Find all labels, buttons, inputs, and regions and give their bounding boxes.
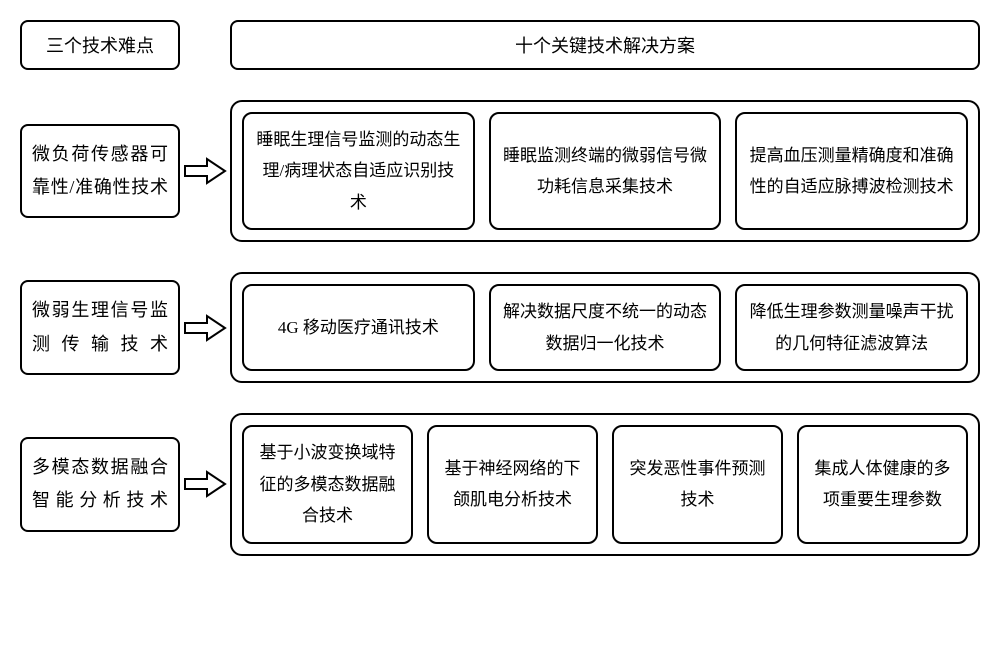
header-right-label: 十个关键技术解决方案 (230, 20, 980, 70)
row-1: 微负荷传感器可靠性/准确性技术 睡眠生理信号监测的动态生理/病理状态自适应识别技… (20, 100, 980, 242)
row-2: 微弱生理信号监测传输技术 4G 移动医疗通讯技术 解决数据尺度不统一的动态数据归… (20, 272, 980, 383)
solution-box: 4G 移动医疗通讯技术 (242, 284, 475, 371)
solutions-container-2: 4G 移动医疗通讯技术 解决数据尺度不统一的动态数据归一化技术 降低生理参数测量… (230, 272, 980, 383)
arrow-2 (180, 313, 230, 343)
difficulty-box-2: 微弱生理信号监测传输技术 (20, 280, 180, 375)
row-3: 多模态数据融合智能分析技术 基于小波变换域特征的多模态数据融合技术 基于神经网络… (20, 413, 980, 555)
solution-box: 解决数据尺度不统一的动态数据归一化技术 (489, 284, 722, 371)
arrow-3 (180, 469, 230, 499)
solutions-container-3: 基于小波变换域特征的多模态数据融合技术 基于神经网络的下颌肌电分析技术 突发恶性… (230, 413, 980, 555)
solution-box: 睡眠监测终端的微弱信号微功耗信息采集技术 (489, 112, 722, 230)
difficulty-box-3: 多模态数据融合智能分析技术 (20, 437, 180, 532)
arrow-1 (180, 156, 230, 186)
technology-diagram: 三个技术难点 十个关键技术解决方案 微负荷传感器可靠性/准确性技术 睡眠生理信号… (20, 20, 980, 556)
arrow-right-icon (183, 469, 227, 499)
solution-box: 睡眠生理信号监测的动态生理/病理状态自适应识别技术 (242, 112, 475, 230)
solution-box: 降低生理参数测量噪声干扰的几何特征滤波算法 (735, 284, 968, 371)
solution-box: 提高血压测量精确度和准确性的自适应脉搏波检测技术 (735, 112, 968, 230)
solution-box: 基于神经网络的下颌肌电分析技术 (427, 425, 598, 543)
header-row: 三个技术难点 十个关键技术解决方案 (20, 20, 980, 70)
solution-box: 集成人体健康的多项重要生理参数 (797, 425, 968, 543)
solution-box: 突发恶性事件预测技术 (612, 425, 783, 543)
arrow-right-icon (183, 313, 227, 343)
difficulty-box-1: 微负荷传感器可靠性/准确性技术 (20, 124, 180, 219)
solution-box: 基于小波变换域特征的多模态数据融合技术 (242, 425, 413, 543)
header-left-label: 三个技术难点 (20, 20, 180, 70)
solutions-container-1: 睡眠生理信号监测的动态生理/病理状态自适应识别技术 睡眠监测终端的微弱信号微功耗… (230, 100, 980, 242)
arrow-right-icon (183, 156, 227, 186)
